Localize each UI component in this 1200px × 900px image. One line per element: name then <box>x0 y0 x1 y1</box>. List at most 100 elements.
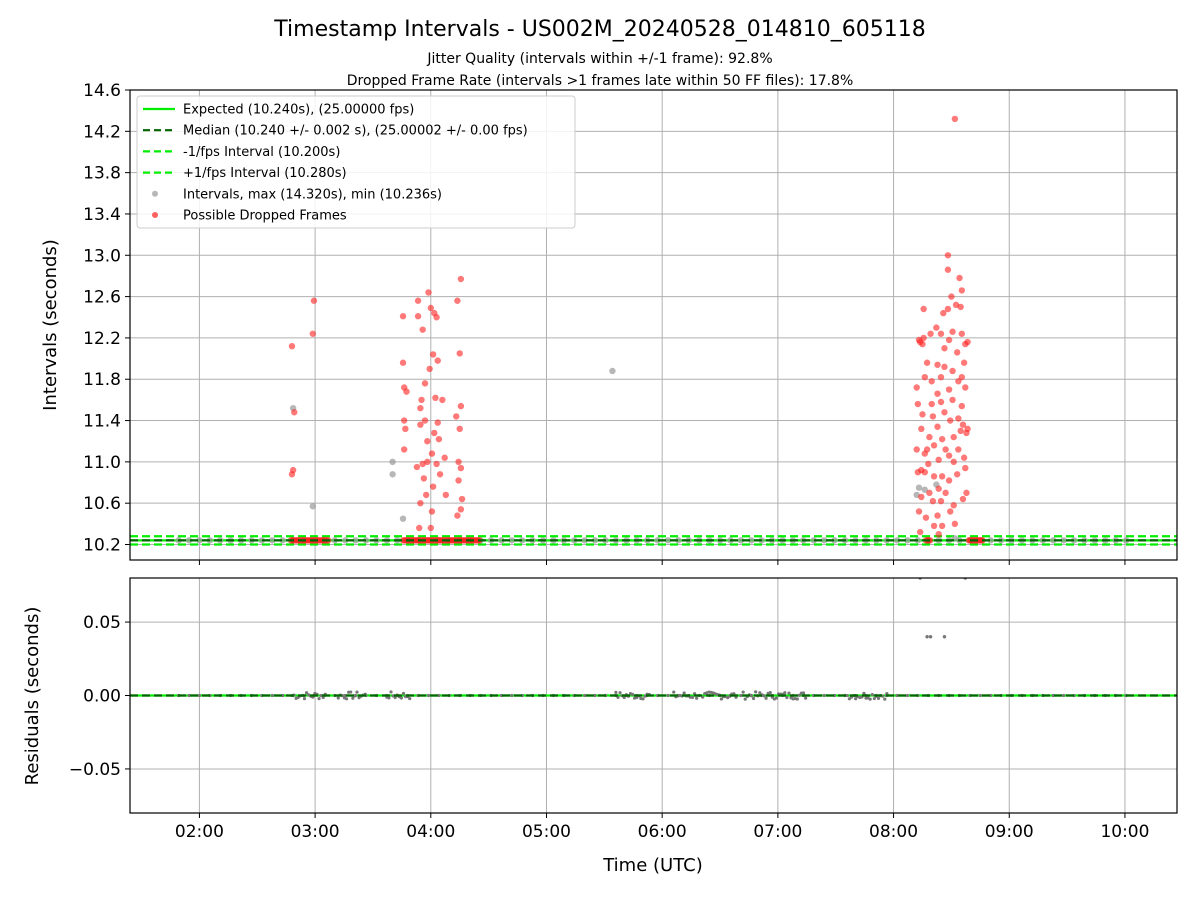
interval-point <box>810 537 817 544</box>
dropped-frame-point <box>417 404 424 412</box>
residuals-y-tick-label: −0.05 <box>69 760 121 780</box>
intervals-y-tick-label: 12.6 <box>83 288 121 308</box>
dropped-frame-point <box>934 361 941 368</box>
dropped-frame-point <box>920 305 927 313</box>
residual-point <box>319 693 323 698</box>
dropped-frame-point <box>944 266 952 273</box>
x-tick-label: 05:00 <box>522 822 571 842</box>
interval-point <box>258 537 266 544</box>
dropped-frame-point <box>955 415 962 422</box>
legend-entry: -1/fps Interval (10.200s) <box>183 145 340 160</box>
x-tick-label: 10:00 <box>1100 822 1149 842</box>
dropped-frame-point <box>421 417 429 424</box>
dropped-frame-point <box>926 537 934 544</box>
dropped-frame-point <box>960 359 968 366</box>
residual-point <box>783 691 787 695</box>
residual-point <box>351 696 355 700</box>
dropped-frame-point <box>413 463 421 471</box>
dropped-frame-point <box>958 402 966 410</box>
intervals-y-tick-label: 13.4 <box>83 205 121 225</box>
legend-entry: Expected (10.240s), (25.00000 fps) <box>183 103 414 118</box>
interval-point <box>279 537 286 544</box>
dropped-frame-point <box>929 413 937 420</box>
interval-point <box>1060 537 1067 544</box>
dropped-frame-point <box>928 400 935 408</box>
dropped-frame-point <box>964 338 971 346</box>
residual-point <box>883 697 887 701</box>
dropped-frame-point <box>433 460 440 468</box>
intervals-plot: 10.2 10.6 11.0 11.4 11.8 12.2 12.6 13.0 13.4 13.8… <box>83 81 1178 565</box>
dropped-frame-point <box>417 499 424 507</box>
dropped-frame-point <box>455 458 462 466</box>
dropped-frame-point <box>945 336 953 344</box>
residual-point <box>754 690 758 694</box>
residual-point <box>795 697 799 701</box>
residual-point <box>583 693 587 698</box>
residual-point <box>862 691 866 695</box>
residual-point <box>928 635 933 639</box>
dropped-frame-point <box>957 303 964 311</box>
interval-point <box>591 537 599 544</box>
dropped-frame-point <box>913 384 920 391</box>
dropped-frame-point <box>288 342 296 350</box>
residual-point <box>401 691 406 696</box>
dropped-frame-point <box>424 458 431 466</box>
dropped-frame-point <box>933 324 940 331</box>
dropped-frame-point <box>934 390 941 397</box>
dropped-frame-point <box>941 363 948 371</box>
intervals-y-tick-label: 14.6 <box>83 81 121 101</box>
dropped-frame-point <box>959 421 967 428</box>
residual-point <box>349 690 353 694</box>
chart-subtitle-dropped: Dropped Frame Rate (intervals >1 frames … <box>347 73 854 89</box>
dropped-frame-point <box>947 508 954 515</box>
interval-point <box>1070 537 1078 544</box>
interval-point <box>904 537 911 544</box>
intervals-plot-frame <box>129 89 1178 561</box>
dropped-frame-point <box>913 446 920 453</box>
dropped-frame-point <box>959 495 967 503</box>
residual-point <box>801 691 806 695</box>
interval-point <box>341 537 349 544</box>
dropped-frame-point <box>439 396 446 404</box>
chart-title: Timestamp Intervals - US002M_20240528_01… <box>273 17 925 42</box>
x-tick-label: 03:00 <box>291 822 340 842</box>
dropped-frame-point <box>456 350 463 357</box>
residual-point <box>1062 693 1066 698</box>
dropped-frame-point <box>945 477 953 484</box>
residual-point <box>854 697 858 701</box>
dropped-frame-point <box>310 297 318 304</box>
residual-point <box>641 697 645 701</box>
intervals-y-tick-label: 12.2 <box>83 329 121 349</box>
dropped-frame-point <box>942 489 949 497</box>
dropped-frame-point <box>919 340 926 348</box>
residual-point <box>870 692 874 697</box>
dropped-frame-point <box>457 402 465 410</box>
dropped-frame-point <box>934 512 941 519</box>
residual-point <box>872 696 876 701</box>
dropped-frame-point <box>453 413 460 420</box>
dropped-frame-point <box>425 289 432 296</box>
dropped-frame-point <box>930 522 938 530</box>
dropped-frame-point <box>442 491 450 499</box>
residual-point <box>925 635 929 639</box>
intervals-y-tick-label: 13.8 <box>83 164 121 184</box>
dropped-frame-point <box>921 373 928 381</box>
dropped-frame-point <box>941 409 948 416</box>
dropped-frame-point <box>428 508 436 515</box>
interval-point <box>389 458 396 466</box>
dropped-frame-point <box>937 373 945 381</box>
residual-point <box>768 690 772 695</box>
intervals-y-tick-label: 10.6 <box>83 494 121 514</box>
dropped-frame-point <box>934 423 941 430</box>
x-tick-label: 04:00 <box>406 822 455 842</box>
dropped-frame-point <box>937 497 945 505</box>
dropped-frame-point <box>958 373 966 381</box>
dropped-frame-point <box>937 398 945 406</box>
residual-point <box>845 693 849 698</box>
dropped-frame-point <box>922 514 930 521</box>
dropped-frame-point <box>950 502 957 509</box>
dropped-frame-point <box>915 508 923 515</box>
dropped-frame-point <box>935 456 942 464</box>
dropped-frame-point <box>963 489 970 497</box>
